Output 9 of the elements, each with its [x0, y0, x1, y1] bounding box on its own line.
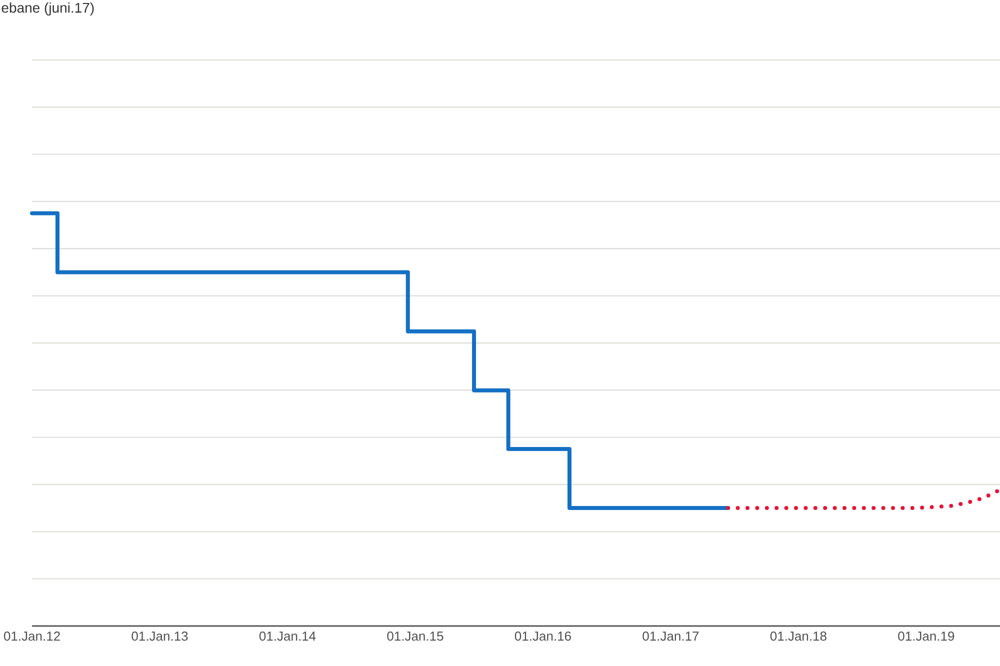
x-tick-label: 01.Jan.18 [770, 632, 826, 641]
x-tick-label: 01.Jan.14 [259, 632, 316, 641]
x-tick-label: 01.Jan.12 [4, 632, 60, 641]
x-tick-label: 01.Jan.19 [898, 632, 954, 641]
chart-title: ebane (juni.17) [2, 2, 94, 16]
x-tick-label: 01.Jan.15 [387, 632, 444, 641]
x-tick-label: 01.Jan.17 [642, 632, 699, 641]
x-tick-label: 01.Jan.13 [132, 632, 188, 641]
x-tick-label: 01.Jan.16 [514, 632, 571, 641]
